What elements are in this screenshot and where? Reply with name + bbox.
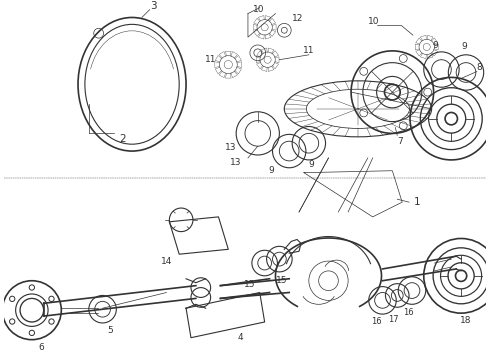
Text: 17: 17 (388, 315, 399, 324)
Text: 18: 18 (460, 315, 472, 324)
Text: 14: 14 (161, 257, 172, 266)
Text: 13: 13 (230, 158, 242, 167)
Text: 10: 10 (253, 5, 265, 14)
Text: 9: 9 (433, 41, 439, 50)
Text: 11: 11 (303, 46, 315, 55)
Text: 1: 1 (414, 197, 420, 207)
Text: 2: 2 (119, 134, 125, 144)
Text: 13: 13 (224, 143, 236, 152)
Text: 10: 10 (368, 17, 379, 26)
Text: 8: 8 (476, 63, 482, 72)
Text: 15: 15 (244, 280, 256, 289)
Text: 6: 6 (39, 343, 45, 352)
Text: 5: 5 (108, 326, 113, 335)
Text: 16: 16 (371, 318, 382, 327)
Text: 16: 16 (403, 308, 414, 317)
Text: 7: 7 (397, 137, 403, 146)
Text: 12: 12 (293, 14, 304, 23)
Text: 15: 15 (275, 276, 287, 285)
Text: 3: 3 (150, 1, 157, 11)
Text: 9: 9 (308, 160, 314, 169)
Text: 11: 11 (205, 55, 217, 64)
Text: 9: 9 (269, 166, 274, 175)
Text: 4: 4 (237, 333, 243, 342)
Text: 9: 9 (461, 42, 467, 51)
